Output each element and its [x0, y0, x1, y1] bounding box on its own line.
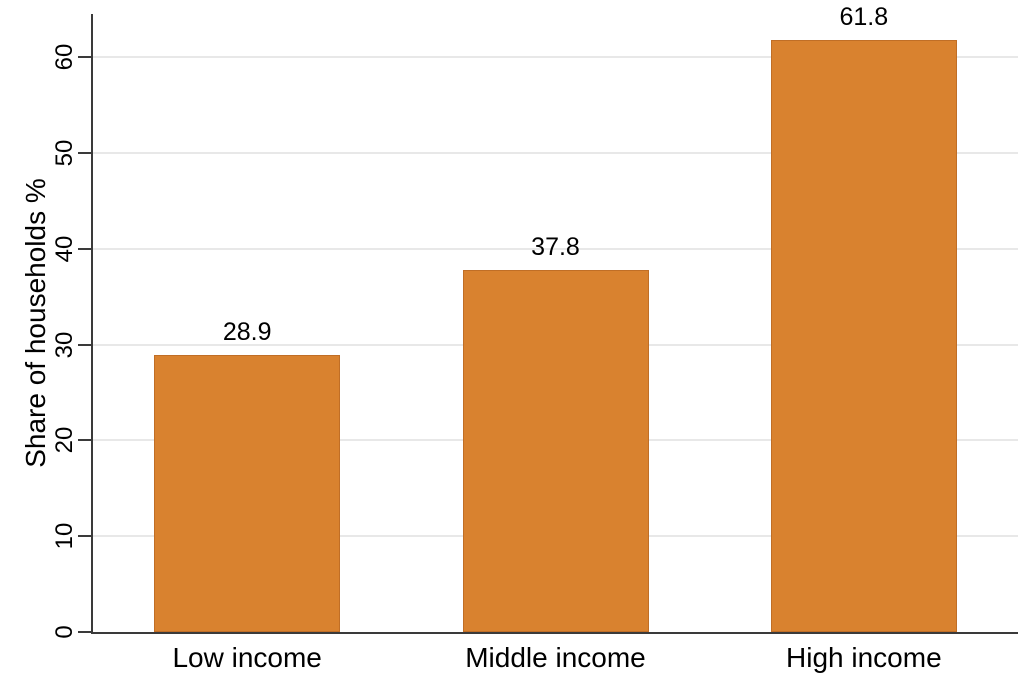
- y-axis-line: [91, 14, 93, 634]
- bar-value-label: 37.8: [531, 232, 580, 261]
- y-tick-40: [78, 247, 91, 250]
- gridline-40: [93, 247, 1018, 250]
- y-tick-10: [78, 535, 91, 538]
- x-category-label-high-income: High income: [786, 642, 942, 673]
- gridline-60: [93, 56, 1018, 59]
- y-tick-50: [78, 151, 91, 154]
- x-category-label-middle-income: Middle income: [465, 642, 646, 673]
- bar-value-label: 28.9: [222, 318, 272, 347]
- bar-value-label: 61.8: [839, 2, 889, 31]
- bar-high-income: [770, 39, 957, 632]
- gridline-50: [93, 151, 1018, 154]
- bar-middle-income: [462, 269, 649, 632]
- y-axis-title: Share of households %: [20, 178, 51, 468]
- x-axis-line: [91, 632, 1018, 634]
- y-tick-0: [78, 631, 91, 633]
- plot-area: 0 10 20 30 40 50 60 28.9 37.8 61.8 Low income Mid…: [20, 3, 1018, 673]
- y-tick-60: [78, 56, 91, 59]
- y-tick-20: [78, 439, 91, 442]
- x-category-label-low-income: Low income: [172, 642, 322, 673]
- bar-low-income: [154, 355, 341, 632]
- y-tick-30: [78, 343, 91, 346]
